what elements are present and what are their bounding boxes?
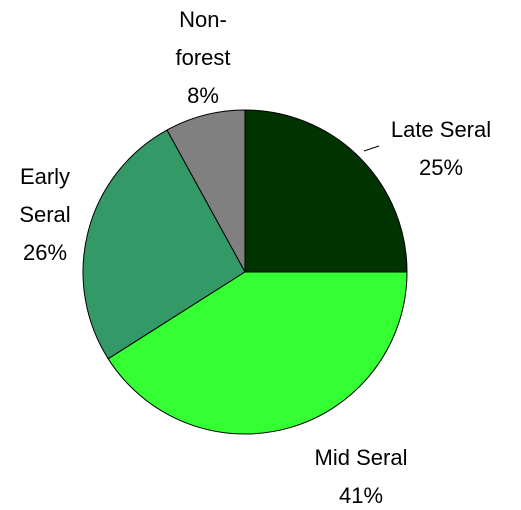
value-label: 25% xyxy=(418,155,464,180)
leader-line xyxy=(363,145,380,152)
value-label: 26% xyxy=(22,240,68,265)
category-label: Non-forest xyxy=(175,7,231,70)
slice-label: Early Seral 26% xyxy=(5,158,85,272)
value-label: 8% xyxy=(187,83,219,108)
slice-label: Non-forest 8% xyxy=(168,1,238,115)
category-label: Early Seral xyxy=(19,164,71,227)
value-label: 41% xyxy=(338,483,384,508)
category-label: Mid Seral xyxy=(314,445,408,470)
pie-slice xyxy=(82,129,246,360)
pie-slice xyxy=(244,109,408,273)
category-label: Late Seral xyxy=(390,117,492,142)
slice-label: Late Seral 25% xyxy=(361,111,521,187)
pie-slice xyxy=(107,271,408,435)
slice-label: Mid Seral 41% xyxy=(281,439,441,510)
